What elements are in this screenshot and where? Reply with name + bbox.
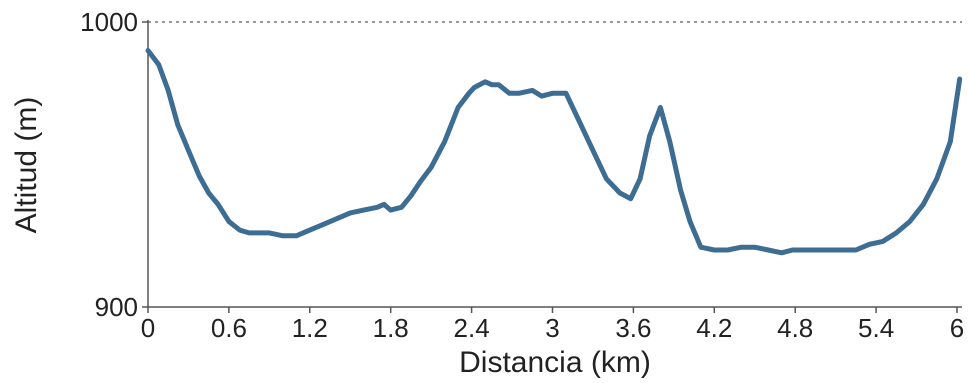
x-tick-label: 4.8 (777, 313, 813, 343)
x-axis-ticks: 0 0.6 1.2 1.8 2.4 3 3.6 4.2 4.8 5.4 6 (141, 307, 964, 343)
x-tick-label: 3 (545, 313, 559, 343)
y-tick-label: 900 (95, 292, 138, 322)
x-tick-label: 2.4 (454, 313, 490, 343)
y-axis-ticks: 900 1000 (80, 7, 148, 322)
x-tick-label: 0.6 (211, 313, 247, 343)
y-axis-title: Altitud (m) (10, 97, 43, 234)
x-tick-label: 4.2 (696, 313, 732, 343)
x-tick-label: 6 (950, 313, 964, 343)
x-axis-title: Distancia (km) (459, 346, 651, 379)
elevation-line (145, 48, 963, 256)
x-tick-label: 0 (141, 313, 155, 343)
x-tick-label: 3.6 (615, 313, 651, 343)
x-tick-label: 1.2 (292, 313, 328, 343)
x-tick-label: 5.4 (858, 313, 894, 343)
y-tick-label: 1000 (80, 7, 138, 37)
x-tick-label: 1.8 (373, 313, 409, 343)
